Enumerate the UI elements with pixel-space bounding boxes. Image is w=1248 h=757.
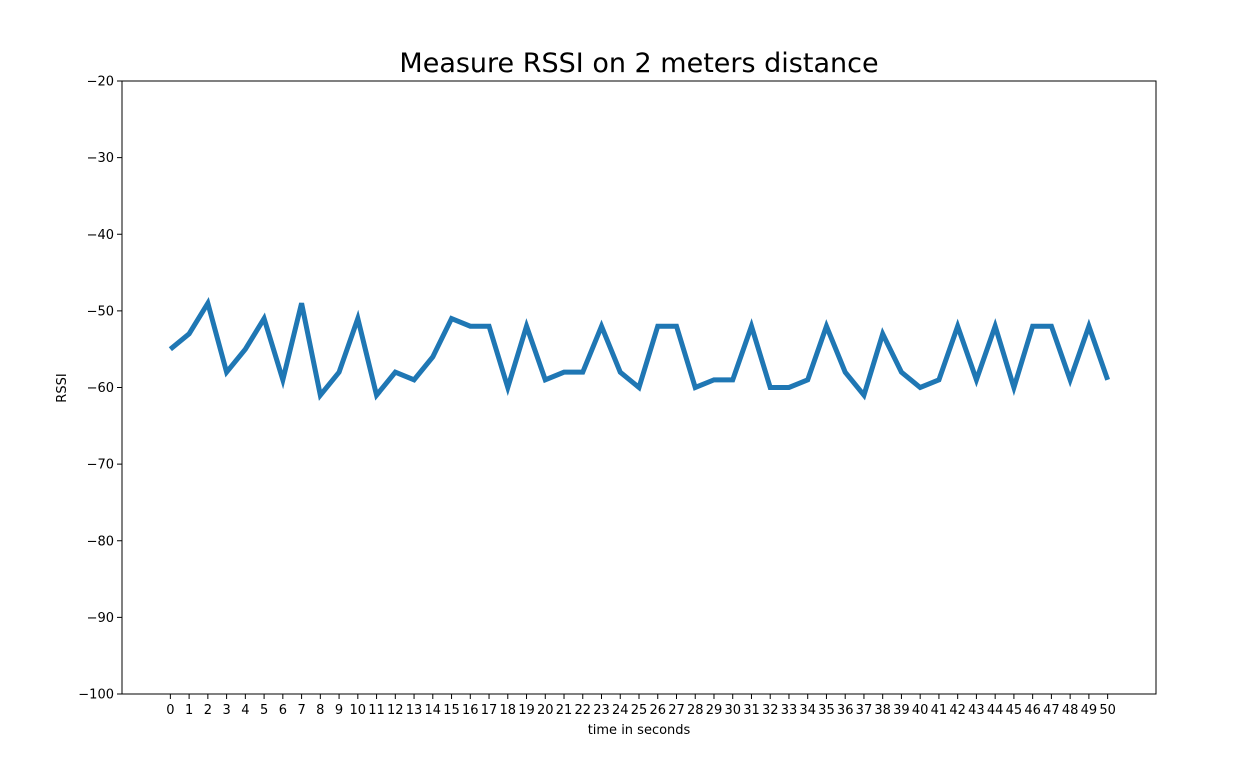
x-tick-label: 19	[518, 703, 535, 718]
x-tick-label: 1	[185, 703, 193, 718]
x-tick-label: 44	[987, 703, 1004, 718]
x-tick-label: 12	[387, 703, 404, 718]
x-tick-label: 43	[968, 703, 985, 718]
x-tick-label: 38	[874, 703, 891, 718]
chart-title: Measure RSSI on 2 meters distance	[399, 48, 878, 79]
x-tick-label: 0	[166, 703, 174, 718]
x-tick-label: 9	[335, 703, 343, 718]
x-tick-label: 6	[279, 703, 287, 718]
x-tick-label: 10	[350, 703, 367, 718]
x-tick-label: 4	[241, 703, 249, 718]
x-tick-label: 34	[799, 703, 816, 718]
y-tick-label: −70	[87, 458, 114, 473]
x-tick-label: 16	[462, 703, 479, 718]
x-tick-label: 45	[1006, 703, 1023, 718]
x-tick-label: 33	[781, 703, 798, 718]
y-axis: −20 −30 −40 −50 −60 −70 −80 −90 −100	[78, 75, 122, 703]
x-tick-label: 48	[1062, 703, 1079, 718]
y-tick-label: −80	[87, 534, 114, 549]
x-tick-label: 23	[593, 703, 610, 718]
x-tick-label: 18	[500, 703, 517, 718]
x-axis-label: time in seconds	[588, 723, 691, 738]
x-tick-label: 27	[668, 703, 685, 718]
x-tick-label: 14	[425, 703, 442, 718]
x-tick-label: 30	[724, 703, 741, 718]
x-tick-label: 40	[912, 703, 929, 718]
x-tick-label: 11	[368, 703, 385, 718]
x-tick-label: 13	[406, 703, 423, 718]
x-tick-label: 3	[222, 703, 230, 718]
x-tick-label: 8	[316, 703, 324, 718]
x-tick-label: 7	[297, 703, 305, 718]
x-tick-label: 25	[631, 703, 648, 718]
x-tick-label: 5	[260, 703, 268, 718]
x-tick-label: 29	[706, 703, 723, 718]
x-tick-label: 22	[574, 703, 591, 718]
rssi-series-line	[168, 296, 1110, 401]
y-tick-label: −60	[87, 381, 114, 396]
plot-area-frame	[121, 80, 1157, 695]
y-tick-label: −90	[87, 611, 114, 626]
x-tick-label: 36	[837, 703, 854, 718]
x-tick-label: 15	[443, 703, 460, 718]
x-tick-label: 32	[762, 703, 779, 718]
x-tick-label: 28	[687, 703, 704, 718]
y-axis-label: RSSI	[55, 373, 70, 402]
x-tick-label: 17	[481, 703, 498, 718]
x-tick-label: 46	[1024, 703, 1041, 718]
x-tick-label: 31	[743, 703, 760, 718]
x-tick-label: 39	[893, 703, 910, 718]
y-tick-label: −100	[78, 688, 114, 703]
x-tick-label: 42	[949, 703, 966, 718]
x-axis: 0 1 2 3 4 5 6 7 8 9 10 11 12 13 14 15 16 17 18 19 20 21 22 23 24…	[166, 694, 1116, 718]
x-tick-label: 21	[556, 703, 573, 718]
x-tick-label: 26	[649, 703, 666, 718]
x-tick-label: 49	[1081, 703, 1098, 718]
x-tick-label: 2	[204, 703, 212, 718]
y-tick-label: −20	[87, 75, 114, 90]
y-tick-label: −30	[87, 151, 114, 166]
x-tick-label: 37	[856, 703, 873, 718]
x-tick-label: 50	[1099, 703, 1116, 718]
y-tick-label: −50	[87, 304, 114, 319]
x-tick-label: 41	[931, 703, 948, 718]
x-tick-label: 35	[818, 703, 835, 718]
x-tick-label: 20	[537, 703, 554, 718]
x-tick-label: 24	[612, 703, 629, 718]
x-tick-label: 47	[1043, 703, 1060, 718]
y-tick-label: −40	[87, 228, 114, 243]
